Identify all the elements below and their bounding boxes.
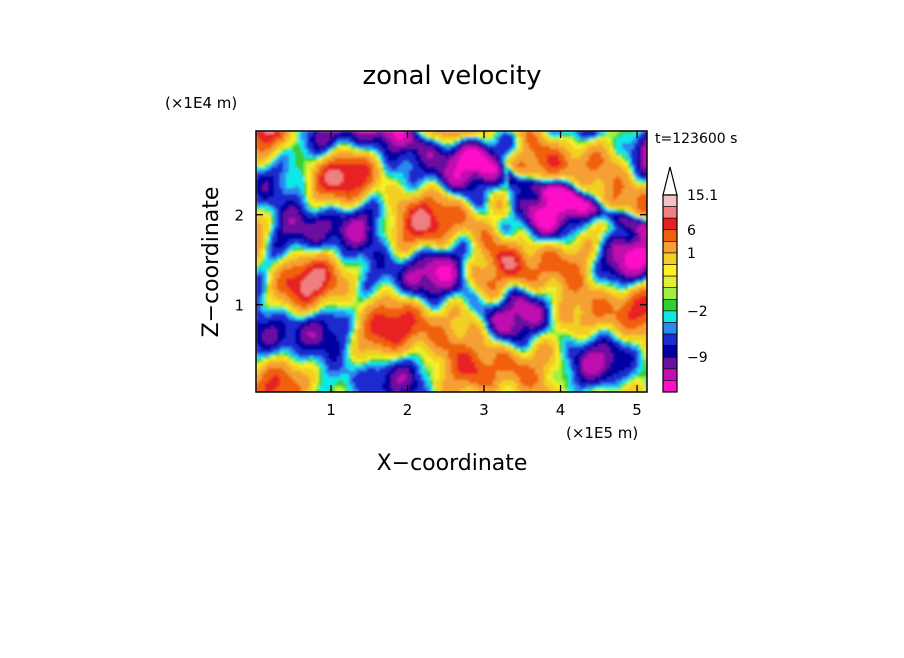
x-axis-unit: (×1E5 m) [566,424,638,442]
colorbar-segment [663,276,677,288]
colorbar-segment [663,207,677,219]
heatmap-plot-area [256,131,650,393]
colorbar: 15.1 6 1 −2 −9 [663,167,718,392]
colorbar-segment [663,380,677,392]
colorbar-segment [663,346,677,358]
colorbar-extend-arrow [663,167,677,195]
colorbar-tick-label: 15.1 [687,188,718,204]
colorbar-segment [663,230,677,242]
colorbar-segment [663,253,677,265]
x-tick-label: 3 [479,401,489,419]
time-label: t=123600 s [655,131,737,147]
y-axis-label: Z−coordinate [199,187,224,338]
x-tick-label: 5 [632,401,642,419]
y-axis-unit: (×1E4 m) [165,94,237,112]
colorbar-segment [663,311,677,323]
colorbar-tick-label: −2 [687,304,708,320]
colorbar-segment [663,322,677,334]
colorbar-segment [663,334,677,346]
colorbar-segment [663,195,677,207]
colorbar-tick-label: −9 [687,350,708,366]
colorbar-segment [663,241,677,253]
colorbar-tick-label: 1 [687,246,696,262]
colorbar-segment [663,218,677,230]
x-tick-label: 1 [326,401,336,419]
x-tick-label: 2 [403,401,413,419]
colorbar-segment [663,369,677,381]
colorbar-segment [663,288,677,300]
colorbar-segment [663,299,677,311]
x-tick-label: 4 [556,401,566,419]
x-axis-label: X−coordinate [377,451,528,476]
y-tick-label: 2 [234,207,244,225]
colorbar-tick-label: 6 [687,223,696,239]
velocity-field [256,131,650,393]
y-tick-label: 1 [234,297,244,315]
colorbar-segment [663,357,677,369]
colorbar-segment [663,265,677,277]
chart-title: zonal velocity [362,61,541,91]
